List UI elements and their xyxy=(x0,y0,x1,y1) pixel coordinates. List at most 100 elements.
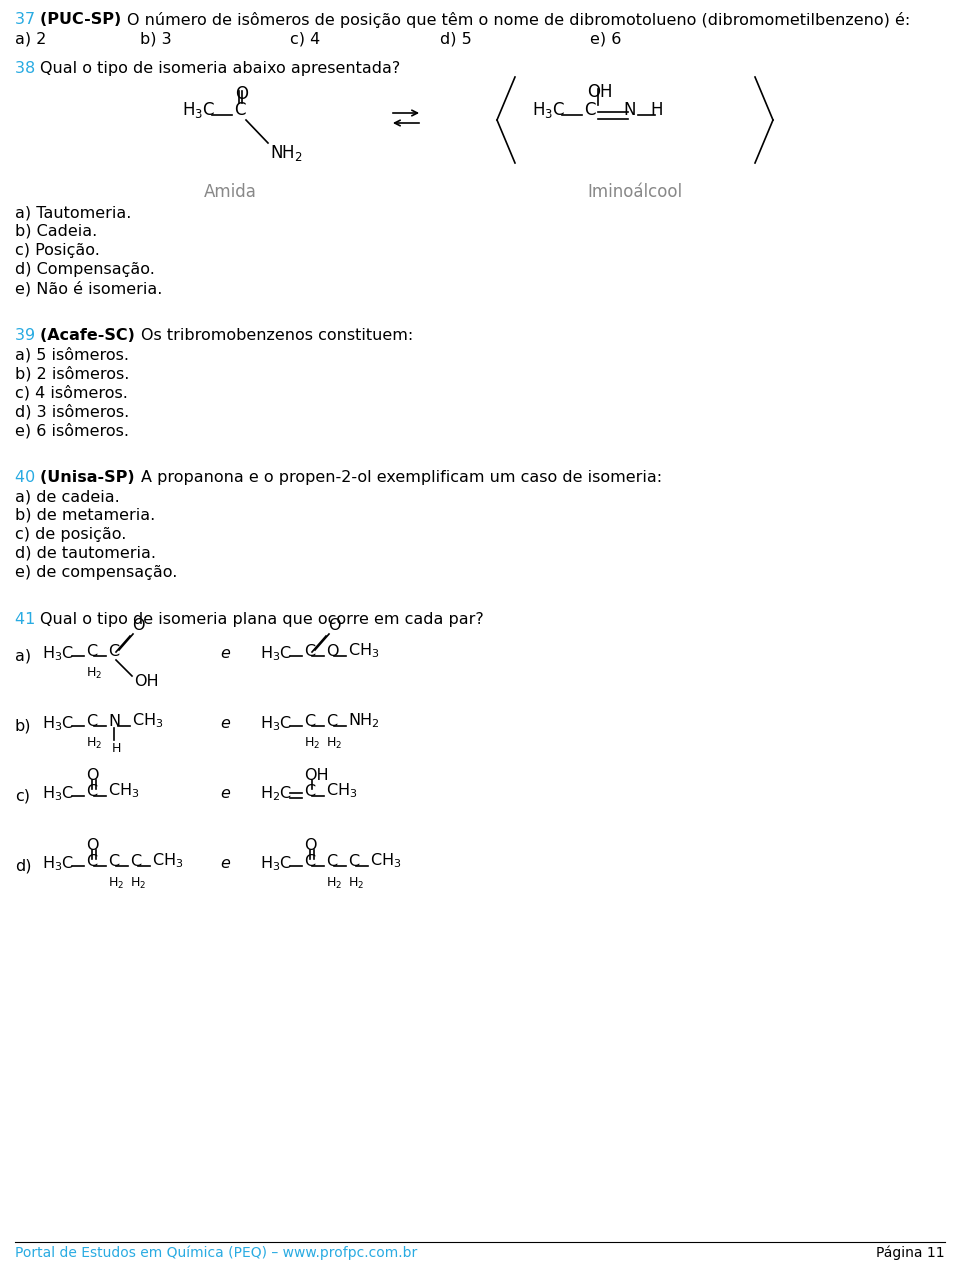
Text: b) Cadeia.: b) Cadeia. xyxy=(15,223,97,239)
Text: C: C xyxy=(86,713,97,728)
Text: 39: 39 xyxy=(15,328,40,343)
Text: H$_3$C: H$_3$C xyxy=(42,645,74,664)
Text: d): d) xyxy=(15,858,32,873)
Text: e: e xyxy=(220,717,229,732)
Text: e) Não é isomeria.: e) Não é isomeria. xyxy=(15,281,162,297)
Text: H$_2$: H$_2$ xyxy=(130,876,146,891)
Text: e) de compensação.: e) de compensação. xyxy=(15,565,178,581)
Text: C: C xyxy=(348,853,359,868)
Text: O número de isômeros de posição que têm o nome de dibromotolueno (dibromometilbe: O número de isômeros de posição que têm … xyxy=(127,13,910,28)
Text: 38: 38 xyxy=(15,61,40,76)
Text: b): b) xyxy=(15,718,32,733)
Text: Iminoálcool: Iminoálcool xyxy=(588,183,683,201)
Text: O: O xyxy=(304,838,317,853)
Text: C: C xyxy=(304,853,315,868)
Text: C: C xyxy=(585,101,596,119)
Text: Portal de Estudos em Química (PEQ) – www.profpc.com.br: Portal de Estudos em Química (PEQ) – www… xyxy=(15,1246,418,1261)
Text: b) de metameria.: b) de metameria. xyxy=(15,509,156,522)
Text: H$_2$: H$_2$ xyxy=(326,876,342,891)
Text: O: O xyxy=(328,618,341,634)
Text: NH$_2$: NH$_2$ xyxy=(270,143,302,163)
Text: C: C xyxy=(108,853,119,868)
Text: OH: OH xyxy=(304,769,328,784)
Text: 40: 40 xyxy=(15,469,40,485)
Text: O: O xyxy=(86,769,99,784)
Text: N: N xyxy=(624,101,636,119)
Text: 37: 37 xyxy=(15,13,40,27)
Text: d) 5: d) 5 xyxy=(440,32,471,47)
Text: Página 11: Página 11 xyxy=(876,1246,945,1261)
Text: H$_3$C: H$_3$C xyxy=(182,100,215,120)
Text: e) 6: e) 6 xyxy=(590,32,621,47)
Text: c) Posição.: c) Posição. xyxy=(15,244,100,257)
Text: H$_3$C: H$_3$C xyxy=(42,714,74,733)
Text: C: C xyxy=(304,784,315,799)
Text: O: O xyxy=(86,838,99,853)
Text: c): c) xyxy=(15,789,30,804)
Text: H$_2$C: H$_2$C xyxy=(260,785,292,804)
Text: CH$_3$: CH$_3$ xyxy=(348,641,379,660)
Text: c) 4 isômeros.: c) 4 isômeros. xyxy=(15,385,128,400)
Text: CH$_3$: CH$_3$ xyxy=(152,852,183,871)
Text: C: C xyxy=(326,713,337,728)
Text: H: H xyxy=(651,101,663,119)
Text: C: C xyxy=(304,644,315,659)
Text: C: C xyxy=(86,853,97,868)
Text: N: N xyxy=(108,713,120,728)
Text: a) Tautomeria.: a) Tautomeria. xyxy=(15,204,132,220)
Text: CH$_3$: CH$_3$ xyxy=(108,781,139,800)
Text: e: e xyxy=(220,857,229,872)
Text: d) de tautomeria.: d) de tautomeria. xyxy=(15,546,156,562)
Text: 41: 41 xyxy=(15,612,40,627)
Text: Qual o tipo de isomeria abaixo apresentada?: Qual o tipo de isomeria abaixo apresenta… xyxy=(40,61,400,76)
Text: H$_3$C: H$_3$C xyxy=(260,645,292,664)
Text: H$_2$: H$_2$ xyxy=(86,666,102,681)
Text: (PUC-SP): (PUC-SP) xyxy=(40,13,127,27)
Text: O: O xyxy=(235,85,249,103)
Text: H$_3$C: H$_3$C xyxy=(532,100,565,120)
Text: H$_2$: H$_2$ xyxy=(304,736,320,751)
Text: a) 5 isômeros.: a) 5 isômeros. xyxy=(15,347,129,362)
Text: A propanona e o propen-2-ol exemplificam um caso de isomeria:: A propanona e o propen-2-ol exemplificam… xyxy=(140,469,661,485)
Text: c) de posição.: c) de posição. xyxy=(15,528,127,541)
Text: H$_2$: H$_2$ xyxy=(86,736,102,751)
Text: OH: OH xyxy=(588,83,612,101)
Text: CH$_3$: CH$_3$ xyxy=(370,852,401,871)
Text: b) 3: b) 3 xyxy=(140,32,172,47)
Text: c) 4: c) 4 xyxy=(290,32,321,47)
Text: H: H xyxy=(112,742,121,755)
Text: e: e xyxy=(220,786,229,801)
Text: Qual o tipo de isomeria plana que ocorre em cada par?: Qual o tipo de isomeria plana que ocorre… xyxy=(40,612,484,627)
Text: C: C xyxy=(130,853,141,868)
Text: H$_3$C: H$_3$C xyxy=(42,785,74,804)
Text: H$_2$: H$_2$ xyxy=(348,876,364,891)
Text: H$_3$C: H$_3$C xyxy=(42,854,74,873)
Text: C: C xyxy=(326,853,337,868)
Text: d) 3 isômeros.: d) 3 isômeros. xyxy=(15,404,130,419)
Text: C: C xyxy=(86,644,97,659)
Text: d) Compensação.: d) Compensação. xyxy=(15,262,155,276)
Text: OH: OH xyxy=(134,674,158,689)
Text: Os tribromobenzenos constituem:: Os tribromobenzenos constituem: xyxy=(141,328,413,343)
Text: b) 2 isômeros.: b) 2 isômeros. xyxy=(15,366,130,381)
Text: O: O xyxy=(326,644,339,659)
Text: H$_3$C: H$_3$C xyxy=(260,854,292,873)
Text: a) de cadeia.: a) de cadeia. xyxy=(15,488,120,504)
Text: H$_2$: H$_2$ xyxy=(326,736,342,751)
Text: (Acafe-SC): (Acafe-SC) xyxy=(40,328,141,343)
Text: e: e xyxy=(220,646,229,661)
Text: H$_3$C: H$_3$C xyxy=(260,714,292,733)
Text: NH$_2$: NH$_2$ xyxy=(348,712,379,731)
Text: H$_2$: H$_2$ xyxy=(108,876,124,891)
Text: a) 2: a) 2 xyxy=(15,32,46,47)
Text: O: O xyxy=(132,618,145,634)
Text: Amida: Amida xyxy=(204,183,256,201)
Text: (Unisa-SP): (Unisa-SP) xyxy=(40,469,140,485)
Text: CH$_3$: CH$_3$ xyxy=(326,781,357,800)
Text: e) 6 isômeros.: e) 6 isômeros. xyxy=(15,423,129,438)
Text: CH$_3$: CH$_3$ xyxy=(132,712,163,731)
Text: C: C xyxy=(108,644,119,659)
Text: a): a) xyxy=(15,649,31,664)
Text: C: C xyxy=(234,101,246,119)
Text: C: C xyxy=(86,784,97,799)
